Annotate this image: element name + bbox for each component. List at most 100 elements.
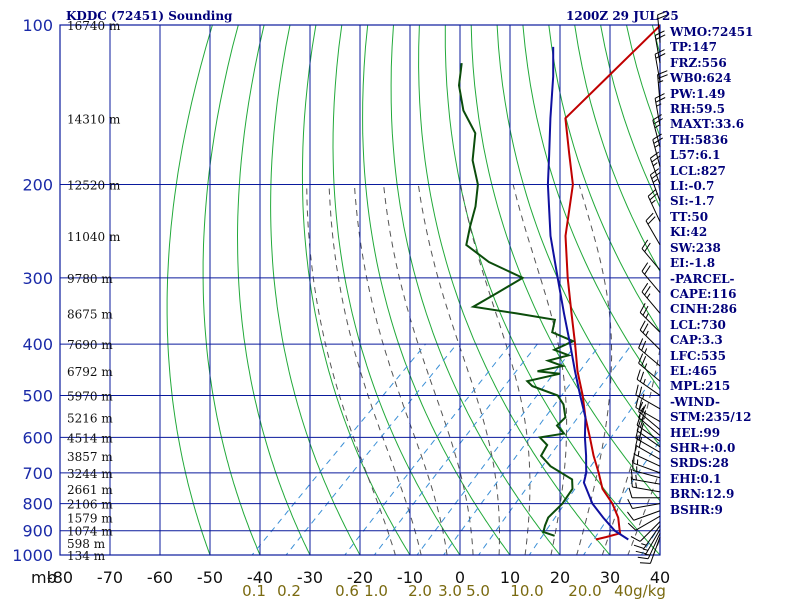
temperature-tick-label: 0: [455, 568, 465, 587]
barb-staff: [647, 533, 661, 559]
temperature-tick-label: -80: [47, 568, 73, 587]
index-item: CAP:3.3: [670, 333, 723, 348]
barb-staff: [649, 158, 661, 185]
barb-staff: [639, 329, 661, 351]
pressure-unit-label: mb: [31, 568, 57, 587]
wind-barb: [630, 468, 661, 485]
moist-adiabat: [627, 469, 660, 555]
pressure-tick-label: 200: [22, 176, 53, 195]
barb-half-feather: [656, 103, 662, 107]
barb-staff: [636, 424, 661, 442]
wind-barb: [639, 303, 661, 333]
mixing-ratio-label: 3.0: [438, 582, 462, 600]
barb-staff: [632, 503, 661, 509]
wind-barb: [636, 415, 661, 442]
index-item: PW:1.49: [670, 86, 726, 101]
dry-adiabat: [548, 25, 660, 333]
barb-feather: [642, 305, 649, 316]
profile-lines: [457, 25, 660, 541]
barb-half-feather: [642, 548, 649, 551]
barb-half-feather: [635, 482, 637, 488]
wind-barb: [645, 212, 661, 246]
barb-staff: [654, 35, 661, 64]
index-item: MAXT:33.6: [670, 117, 745, 132]
temperature-tick-label: 40: [650, 568, 670, 587]
wind-barb: [630, 476, 661, 493]
wind-barb: [635, 427, 661, 453]
dry-adiabat: [390, 25, 561, 555]
wind-barb: [627, 515, 661, 531]
barb-feather: [657, 70, 668, 76]
height-label: 7690 m: [67, 338, 113, 352]
barb-feather: [639, 303, 646, 313]
barb-feather: [639, 371, 645, 382]
barb-feather: [635, 550, 647, 555]
grid: [59, 24, 661, 556]
mixing-ratio-label: 5.0: [466, 582, 490, 600]
barb-feather: [647, 216, 656, 225]
index-item: BRN:12.9: [670, 487, 735, 502]
barb-staff: [657, 74, 661, 103]
index-item: SHR+:0.0: [670, 440, 736, 455]
wind-barb: [641, 262, 661, 294]
barb-feather: [654, 30, 665, 36]
moist-adiabats: [306, 184, 660, 555]
barb-feather: [641, 340, 647, 351]
temperature-tick-label: -20: [347, 568, 373, 587]
wind-barb: [635, 435, 661, 460]
barb-feather: [651, 155, 661, 163]
wind-barb: [635, 529, 661, 555]
pressure-tick-label: 900: [22, 522, 53, 541]
index-item: HEL:99: [670, 425, 721, 440]
barb-feather: [650, 168, 660, 176]
barb-staff: [634, 453, 661, 467]
barb-feather: [636, 415, 641, 426]
wind-barb: [628, 487, 661, 499]
barb-half-feather: [644, 363, 648, 369]
wind-barbs: [627, 10, 668, 564]
height-label: 12520 m: [67, 179, 121, 193]
index-item: SW:238: [670, 240, 721, 255]
barb-staff: [635, 444, 661, 460]
barb-half-feather: [645, 313, 649, 319]
index-item: CINH:286: [670, 302, 737, 317]
barb-feather: [638, 338, 644, 349]
barb-half-feather: [642, 393, 645, 400]
barb-half-feather: [643, 378, 646, 385]
dry-adiabat: [202, 25, 261, 555]
index-item: FRZ:556: [670, 55, 727, 70]
wind-barb: [627, 498, 661, 509]
mixing-ratio-label: 2.0: [408, 582, 432, 600]
wind-barb: [635, 384, 661, 410]
index-item: LCL:730: [670, 317, 726, 332]
height-label: 1074 m: [67, 525, 113, 539]
wind-barb: [639, 536, 661, 564]
barb-staff: [657, 14, 661, 43]
temperature-tick-label: -70: [97, 568, 123, 587]
barb-feather: [641, 239, 649, 249]
index-item: STM:235/12: [670, 410, 752, 425]
mixing-ratio-label: 0.2: [277, 582, 301, 600]
moist-adiabat: [383, 184, 474, 555]
wind-barb: [657, 10, 668, 43]
index-item: EHI:0.1: [670, 471, 722, 486]
barb-feather: [644, 242, 651, 252]
barb-feather: [650, 151, 660, 159]
barb-feather: [630, 536, 641, 542]
barb-feather: [641, 356, 647, 366]
dry-adiabat: [470, 25, 660, 502]
mixing-ratio-line: [416, 343, 577, 555]
barb-feather: [642, 323, 649, 334]
barb-feather: [633, 452, 635, 464]
barb-staff: [635, 515, 661, 531]
height-label: 598 m: [67, 537, 106, 551]
barb-feather: [641, 262, 649, 272]
mixing-ratio-line: [373, 343, 538, 555]
barb-staff: [638, 411, 661, 430]
temperature-tick-label: -40: [247, 568, 273, 587]
moist-adiabat: [328, 184, 422, 555]
barb-half-feather: [658, 80, 664, 83]
height-label: 8675 m: [67, 307, 113, 321]
moist-adiabat: [512, 184, 568, 555]
index-item: EI:-1.8: [670, 256, 716, 271]
